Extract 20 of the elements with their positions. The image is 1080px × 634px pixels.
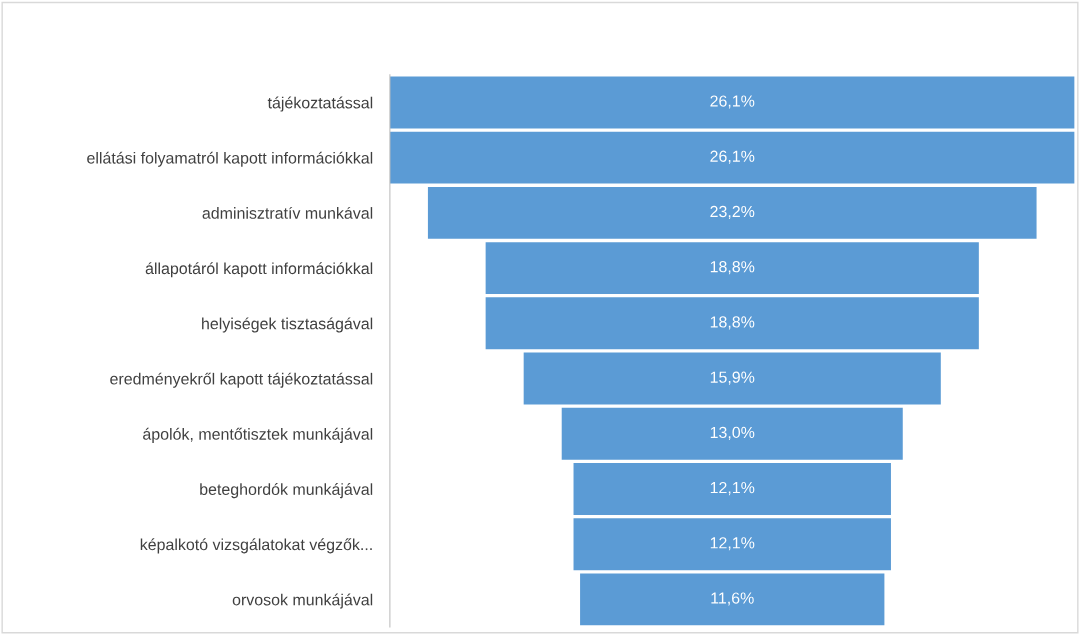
- category-label: eredményekről kapott tájékoztatással: [110, 372, 373, 388]
- data-label: 12,1%: [710, 537, 755, 551]
- category-label: helyiségek tisztaságával: [202, 317, 373, 333]
- data-label: 12,1%: [710, 481, 755, 496]
- data-label: 15,9%: [710, 371, 755, 385]
- category-label: tájékoztatással: [267, 96, 373, 112]
- category-label: képalkotó vizsgálatokat végzők...: [140, 538, 372, 554]
- data-label: 26,1%: [710, 150, 755, 164]
- data-label: 18,8%: [710, 261, 755, 275]
- category-label: ápolók, mentőtisztek munkájával: [143, 427, 373, 443]
- data-label: 11,6%: [711, 592, 754, 606]
- category-label: adminisztratív munkával: [202, 206, 373, 219]
- data-label: 26,1%: [710, 95, 755, 109]
- category-label: beteghordók munkájával: [200, 483, 373, 499]
- data-label: 18,8%: [710, 316, 755, 330]
- category-label: ellátási folyamatról kapott információkkal: [87, 151, 373, 167]
- category-label: orvosok munkájával: [232, 593, 373, 609]
- data-label: 13,0%: [710, 426, 755, 440]
- data-label: 23,2%: [710, 205, 755, 220]
- category-label: állapotáról kapott információkkal: [145, 262, 373, 278]
